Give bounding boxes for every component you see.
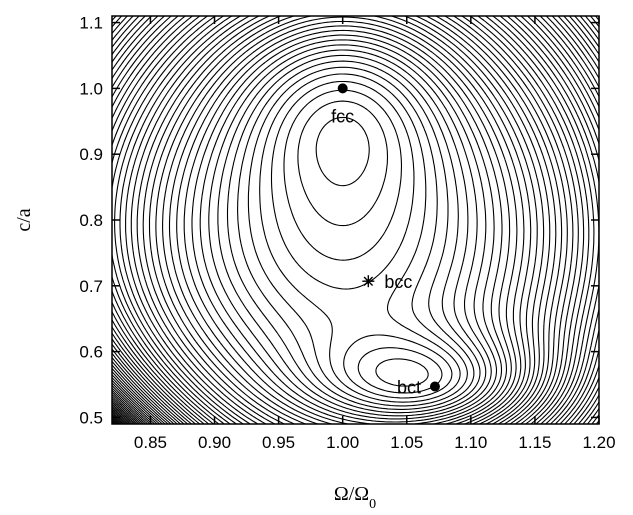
x-tick-label: 1.05: [390, 433, 423, 452]
contour-line: [142, 16, 545, 424]
contour-line: [112, 16, 599, 424]
y-axis-title: c/a: [13, 208, 35, 231]
contour-line: [112, 16, 599, 424]
contour-line: [112, 391, 146, 424]
contour-line: [112, 387, 151, 424]
contour-line: [112, 403, 134, 424]
contour-line: [112, 406, 131, 424]
contour-line: [199, 39, 498, 423]
contour-line: [148, 16, 538, 424]
y-tick-label: 0.9: [79, 145, 103, 164]
x-tick-label: 1.20: [582, 433, 615, 452]
tick-labels: 0.85 0.90 0.95 1.00 1.05 1.10 1.15 1.20 0.5 0.6 0.…: [79, 14, 615, 452]
y-tick-label: 0.8: [79, 211, 103, 230]
contour-line: [259, 73, 461, 403]
contour-line: [191, 34, 503, 424]
contour-line: [283, 89, 443, 394]
contour-line: [112, 16, 599, 424]
x-axis-title: Ω/Ω0: [334, 483, 376, 512]
x-tick-label: 1.00: [326, 433, 359, 452]
x-tick-label: 1.15: [518, 433, 551, 452]
contour-line: [168, 20, 518, 424]
contour-line: [315, 116, 370, 187]
contour-line: [112, 16, 599, 424]
contour-line: [112, 398, 140, 424]
contour-line: [247, 66, 468, 407]
contour-line: [183, 29, 508, 424]
contour-line: [297, 100, 429, 387]
y-tick-label: 1.0: [79, 79, 103, 98]
contour-line: [112, 16, 599, 424]
point-label-bcc: bcc: [384, 272, 412, 292]
point-marker-bct: [429, 381, 440, 392]
x-tick-label: 0.85: [134, 433, 167, 452]
contour-line: [112, 16, 599, 424]
contour-line: [270, 80, 453, 399]
contour-line: [119, 16, 568, 424]
contour-line: [112, 16, 599, 424]
contour-line: [112, 394, 144, 424]
contour-line: [162, 16, 525, 424]
contour-line: [125, 16, 563, 424]
contour-line: [176, 25, 512, 424]
y-tick-label: 0.5: [79, 408, 103, 427]
contour-line: [112, 16, 599, 424]
contour-line: [237, 60, 475, 410]
point-label-fcc: fcc: [331, 106, 354, 126]
contour-line: [112, 16, 599, 424]
y-tick-label: 1.1: [79, 14, 103, 33]
contour-line: [112, 16, 599, 424]
contour-line: [136, 16, 551, 424]
contour-line: [112, 400, 138, 424]
contour-line: [130, 16, 557, 424]
contour-line: [112, 16, 585, 424]
contour-line: [155, 16, 532, 424]
contour-line: [112, 16, 590, 424]
contour-line: [112, 16, 599, 424]
contour-line: [112, 16, 579, 424]
contour-line: [112, 16, 599, 424]
contour-line: [112, 408, 129, 424]
y-tick-label: 0.7: [79, 277, 103, 296]
contour-line: [112, 16, 599, 424]
point-marker-fcc: [337, 83, 348, 94]
contour-line: [217, 49, 487, 417]
plot-frame: [111, 15, 600, 425]
contour-line: [112, 16, 595, 424]
contour-lines: [112, 16, 599, 424]
x-tick-label: 1.10: [454, 433, 487, 452]
point-marker-bcc: [362, 275, 375, 288]
phase-points: fcc bcc bct: [331, 83, 440, 397]
y-tick-label: 0.6: [79, 343, 103, 362]
point-label-bct: bct: [397, 377, 421, 397]
x-tick-label: 0.90: [198, 433, 231, 452]
contour-line: [226, 54, 481, 414]
x-tick-label: 0.95: [262, 433, 295, 452]
contour-line: [112, 16, 599, 424]
contour-line: [208, 44, 492, 420]
contour-line: [114, 16, 574, 424]
